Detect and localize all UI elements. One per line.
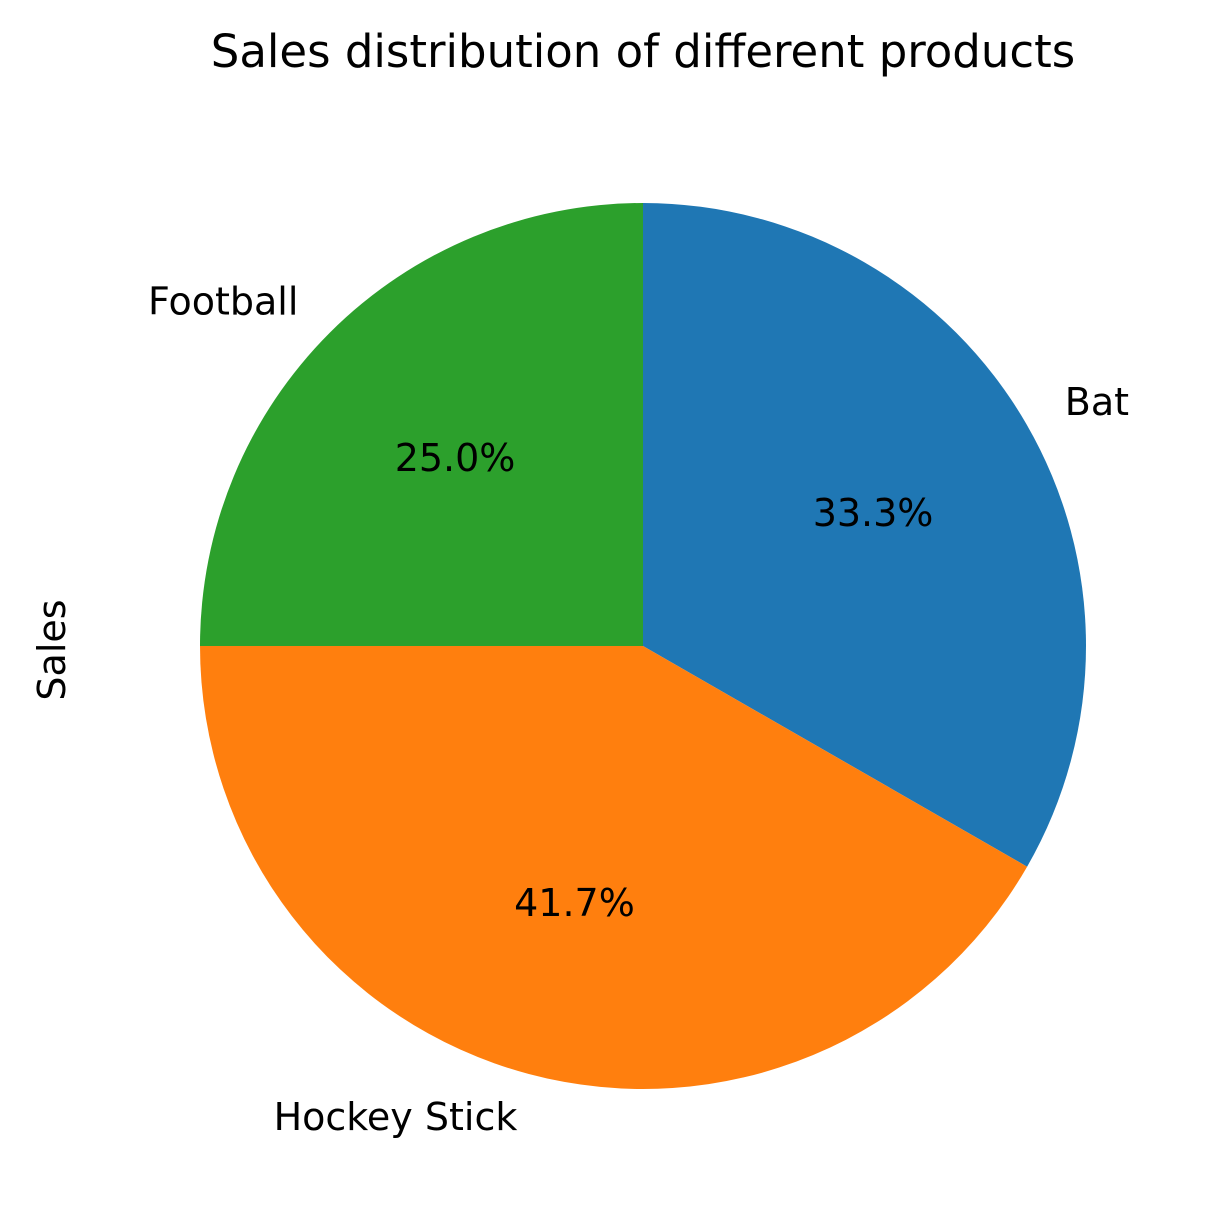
slice-percent-hockey-stick: 41.7%	[514, 881, 635, 925]
pie-slices	[200, 203, 1086, 1089]
pie-labels: Bat 33.3% Hockey Stick 41.7% Football 25.0%	[148, 279, 1129, 1138]
y-axis-label: Sales	[30, 599, 74, 700]
pie-slice-football	[200, 203, 643, 646]
pie-slice-hockey-stick	[200, 646, 1028, 1089]
slice-percent-football: 25.0%	[395, 436, 516, 480]
slice-percent-bat: 33.3%	[813, 491, 934, 535]
chart-title: Sales distribution of different products	[211, 25, 1075, 78]
slice-label-football: Football	[148, 279, 298, 323]
slice-label-hockey-stick: Hockey Stick	[274, 1095, 518, 1139]
slice-label-bat: Bat	[1065, 380, 1129, 424]
pie-slice-bat	[643, 203, 1086, 867]
